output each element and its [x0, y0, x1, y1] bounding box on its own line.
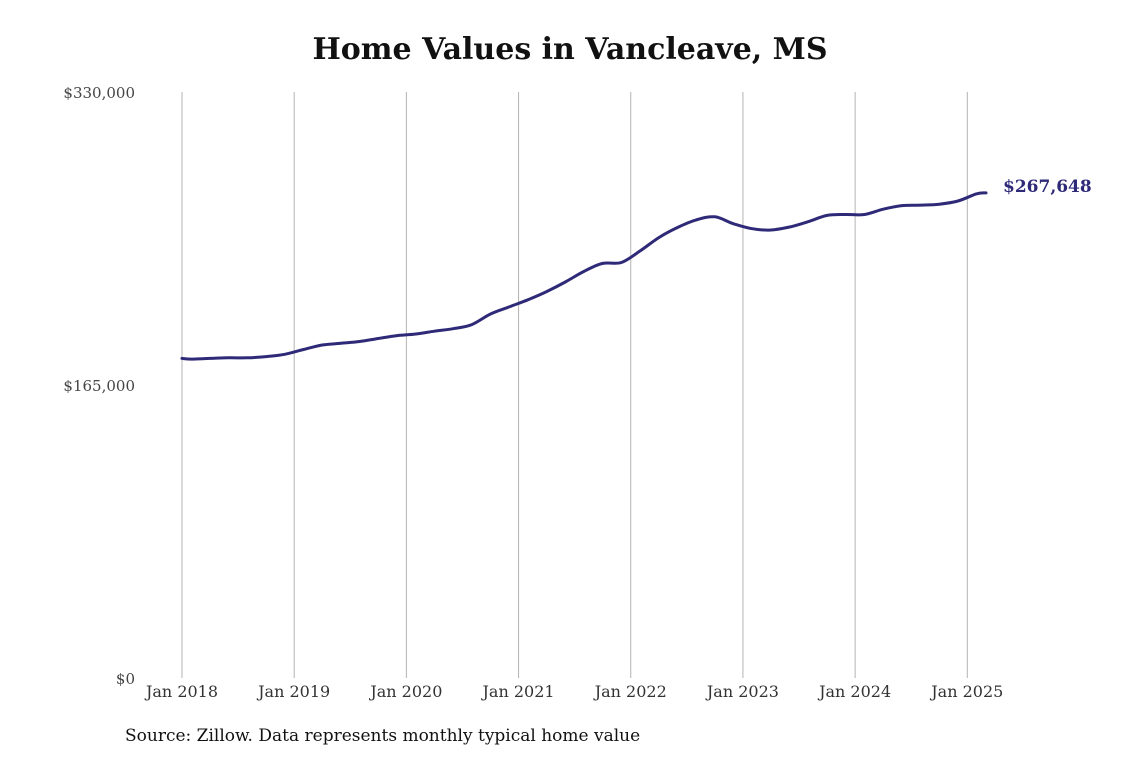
- data-point: [919, 204, 922, 207]
- data-point: [844, 213, 847, 216]
- data-point: [657, 236, 660, 239]
- data-point: [938, 203, 941, 206]
- data-point: [620, 261, 623, 264]
- data-point: [583, 270, 586, 273]
- data-point: [882, 208, 885, 211]
- data-point: [227, 356, 230, 359]
- y-tick-label: $330,000: [63, 84, 135, 102]
- data-point: [676, 226, 679, 229]
- data-point: [695, 218, 698, 221]
- data-point: [190, 358, 193, 361]
- x-tick-label: Jan 2021: [481, 682, 555, 701]
- data-point: [414, 333, 417, 336]
- data-point: [807, 220, 810, 223]
- gridlines: [181, 92, 968, 678]
- x-tick-label: Jan 2020: [368, 682, 442, 701]
- data-point: [564, 281, 567, 284]
- data-point: [358, 340, 361, 343]
- x-tick-label: Jan 2019: [256, 682, 330, 701]
- data-point: [526, 298, 529, 301]
- data-point: [470, 323, 473, 326]
- chart-title: Home Values in Vancleave, MS: [312, 32, 828, 67]
- data-point: [863, 213, 866, 216]
- y-tick-label: $0: [116, 670, 135, 688]
- end-value-label: $267,648: [1003, 177, 1092, 197]
- data-point: [770, 229, 773, 232]
- data-point: [377, 337, 380, 340]
- data-point: [321, 344, 324, 347]
- y-axis-ticks: $0 $165,000 $330,000: [63, 84, 135, 688]
- data-point: [181, 357, 184, 360]
- y-tick-label: $165,000: [63, 377, 135, 395]
- data-point: [788, 226, 791, 229]
- series-layer: $267,648: [180, 177, 1092, 361]
- data-point: [751, 227, 754, 230]
- data-point: [985, 191, 988, 194]
- data-point: [452, 327, 455, 330]
- x-tick-label: Jan 2023: [705, 682, 779, 701]
- x-tick-label: Jan 2025: [929, 682, 1003, 701]
- data-point: [283, 353, 286, 356]
- data-point: [489, 313, 492, 316]
- data-point: [713, 215, 716, 218]
- data-point: [639, 249, 642, 252]
- source-note: Source: Zillow. Data represents monthly …: [125, 726, 641, 746]
- data-point: [826, 214, 829, 217]
- data-point: [339, 342, 342, 345]
- data-point: [545, 290, 548, 293]
- x-tick-label: Jan 2024: [817, 682, 891, 701]
- data-point: [975, 192, 978, 195]
- series-line: [180, 191, 988, 361]
- data-point: [732, 222, 735, 225]
- data-point: [957, 200, 960, 203]
- x-axis-ticks: Jan 2018 Jan 2019 Jan 2020 Jan 2021 Jan 2022…: [144, 682, 1003, 701]
- data-point: [433, 330, 436, 333]
- data-point: [246, 356, 249, 359]
- data-point: [265, 355, 268, 358]
- data-point: [601, 262, 604, 265]
- x-tick-label: Jan 2022: [593, 682, 667, 701]
- x-tick-label: Jan 2018: [144, 682, 218, 701]
- data-point: [209, 357, 212, 360]
- data-point: [900, 204, 903, 207]
- data-point: [508, 305, 511, 308]
- data-point: [396, 334, 399, 337]
- data-point: [302, 348, 305, 351]
